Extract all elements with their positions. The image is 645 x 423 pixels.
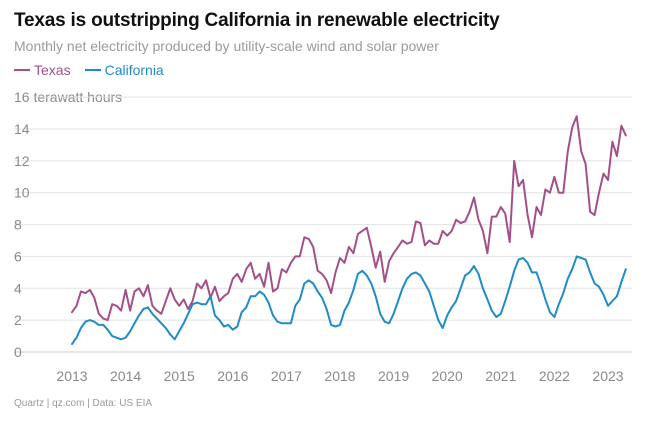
series-line-california bbox=[71, 255, 627, 345]
x-tick-label-2013: 2013 bbox=[56, 368, 87, 384]
x-tick-label-2016: 2016 bbox=[217, 368, 248, 384]
chart-title: Texas is outstripping California in rene… bbox=[14, 10, 500, 31]
source-note: Quartz | qz.com | Data: US EIA bbox=[14, 398, 153, 409]
x-tick-label-2022: 2022 bbox=[539, 368, 570, 384]
chart-subtitle: Monthly net electricity produced by util… bbox=[14, 38, 439, 54]
x-tick-label-2015: 2015 bbox=[164, 368, 195, 384]
legend-swatch-california bbox=[84, 69, 101, 71]
legend-label-texas: Texas bbox=[34, 62, 71, 78]
x-tick-label-2020: 2020 bbox=[432, 368, 463, 384]
legend-item-california: California bbox=[84, 62, 164, 78]
legend-swatch-texas bbox=[14, 69, 30, 71]
x-tick-label-2023: 2023 bbox=[592, 368, 623, 384]
chart-legend: Texas California bbox=[14, 62, 164, 78]
y-tick-label-4: 4 bbox=[14, 280, 22, 296]
x-tick-label-2017: 2017 bbox=[271, 368, 302, 384]
y-tick-label-6: 6 bbox=[14, 248, 22, 264]
x-tick-label-2014: 2014 bbox=[110, 368, 141, 384]
y-tick-label-14: 14 bbox=[14, 121, 30, 137]
legend-label-california: California bbox=[104, 62, 164, 78]
x-tick-label-2021: 2021 bbox=[485, 368, 516, 384]
x-tick-label-2018: 2018 bbox=[324, 368, 355, 384]
legend-item-texas: Texas bbox=[14, 62, 71, 78]
y-tick-label-8: 8 bbox=[14, 217, 22, 233]
y-tick-label-0: 0 bbox=[14, 344, 22, 360]
y-tick-label-10: 10 bbox=[14, 185, 30, 201]
series-line-texas bbox=[71, 115, 627, 322]
y-tick-label-12: 12 bbox=[14, 153, 30, 169]
x-tick-label-2019: 2019 bbox=[378, 368, 409, 384]
y-tick-label-2: 2 bbox=[14, 312, 22, 328]
